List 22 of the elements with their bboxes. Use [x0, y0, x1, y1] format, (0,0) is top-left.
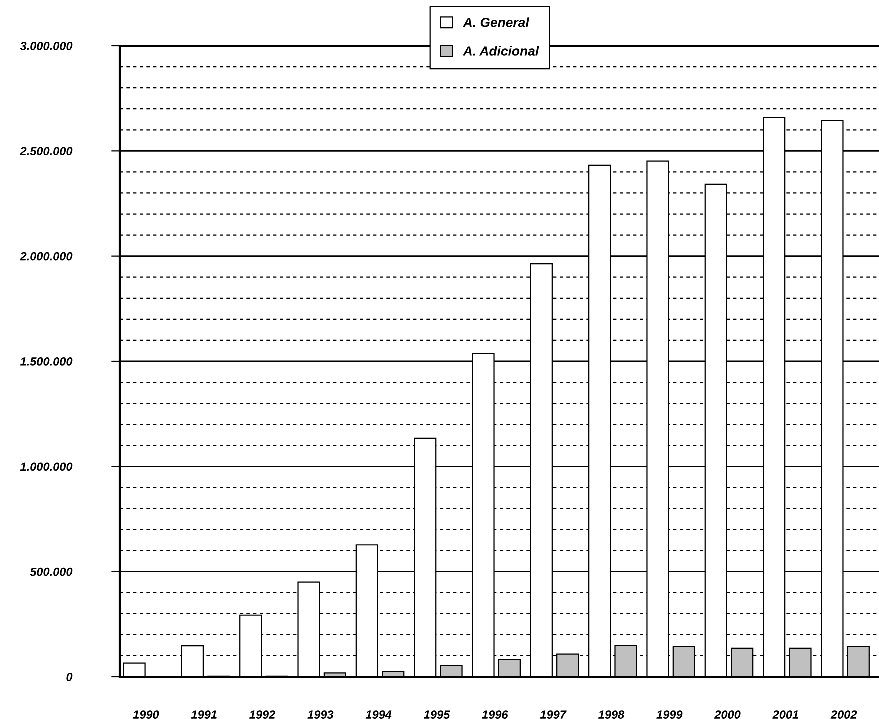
- y-tick-label: 0: [66, 673, 73, 682]
- x-tick-label: 2000: [714, 710, 741, 719]
- x-tick-label: 1997: [540, 710, 567, 719]
- x-tick-label: 1992: [250, 710, 276, 719]
- legend-label: A. General: [463, 18, 530, 28]
- x-tick-label: 1994: [366, 710, 392, 719]
- y-tick-label: 500.000: [30, 568, 73, 576]
- x-tick-label: 2002: [830, 710, 858, 719]
- legend-label: A. Adicional: [463, 46, 540, 56]
- y-tick-label: 2.000.000: [20, 252, 73, 261]
- y-tick-label: 3.000.000: [20, 42, 73, 50]
- x-tick-label: 1995: [424, 710, 450, 719]
- y-tick-label: 1.000.000: [20, 462, 73, 472]
- x-tick-label: 2001: [772, 710, 798, 719]
- x-tick-label: 1993: [308, 710, 334, 719]
- x-tick-label: 1998: [598, 710, 625, 719]
- x-tick-label: 1996: [482, 710, 508, 719]
- x-tick-label: 1999: [656, 710, 683, 719]
- y-tick-label: 2.500.000: [20, 147, 73, 156]
- y-tick-label: 1.500.000: [20, 358, 73, 366]
- x-tick-label: 1991: [191, 710, 217, 719]
- x-tick-label: 1990: [133, 710, 160, 719]
